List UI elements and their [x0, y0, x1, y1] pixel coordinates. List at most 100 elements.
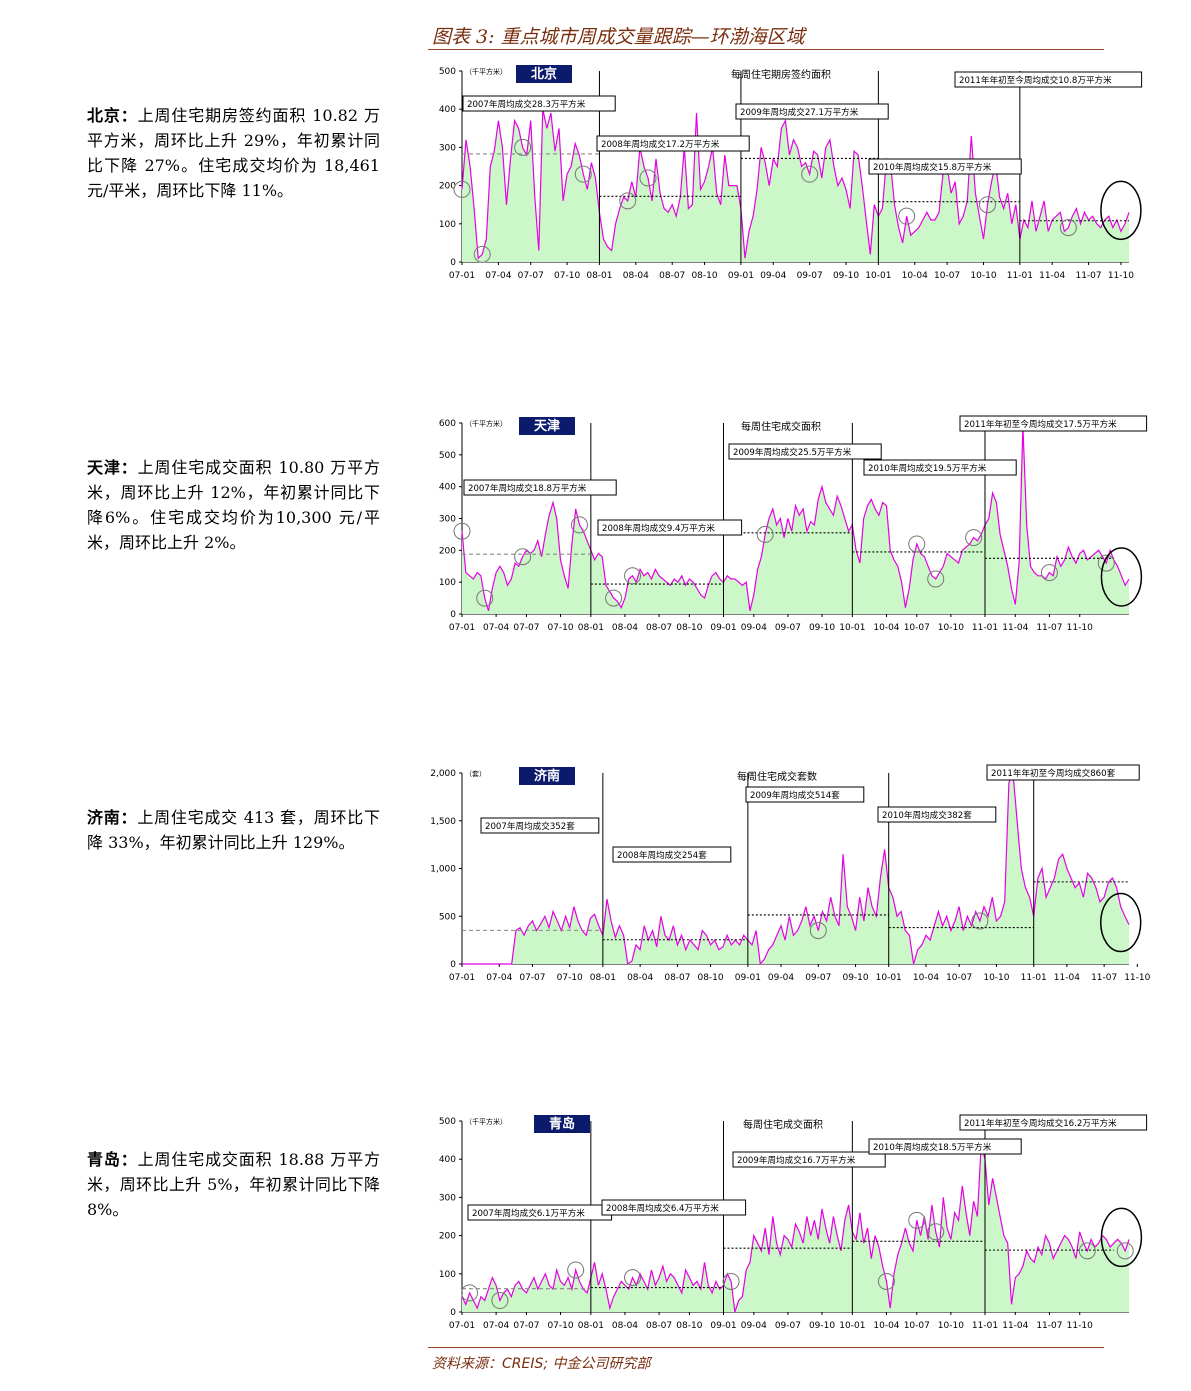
- y-tick-label: 400: [439, 1155, 456, 1165]
- trough-marker: [514, 548, 532, 566]
- y-unit-label: （套）: [465, 769, 486, 778]
- annotation-box: [959, 1114, 1148, 1131]
- x-tick-label: 09-04: [741, 623, 767, 633]
- x-tick-label: 11-07: [1075, 271, 1101, 281]
- series-line: [461, 426, 1130, 611]
- commentary-text: 上周住宅成交面积 10.80 万平方米，周环比上升 12%，年初累计同比下降6%…: [87, 458, 380, 552]
- trough-marker: [756, 525, 774, 543]
- annotation-box: [745, 786, 865, 803]
- x-tick-label: 07-10: [557, 973, 583, 983]
- city-title: 北京: [516, 65, 572, 83]
- x-tick-label: 10-04: [902, 271, 928, 281]
- commentary-tianjin: 天津：上周住宅成交面积 10.80 万平方米，周环比上升 12%，年初累计同比下…: [87, 455, 380, 555]
- x-tick-label: 11-10: [1067, 1321, 1093, 1331]
- x-tick-label: 09-10: [809, 623, 835, 633]
- annotation-box: [868, 1138, 1022, 1155]
- series-area: [462, 773, 1129, 964]
- trough-marker: [1078, 1242, 1096, 1260]
- latest-highlight: [1100, 547, 1143, 607]
- x-tick-label: 09-04: [760, 271, 786, 281]
- y-unit-label: （千平方米）: [465, 1117, 507, 1126]
- x-tick-label: 07-07: [513, 623, 539, 633]
- x-tick-label: 07-07: [519, 973, 545, 983]
- x-tick-label: 11-04: [1039, 271, 1065, 281]
- commentary-jinan: 济南：上周住宅成交 413 套，周环比下降 33%，年初累计同比上升 129%。: [87, 805, 380, 855]
- annotation-text: 2011年年初至今周均成交10.8万平方米: [959, 74, 1112, 86]
- annotation-text: 2011年年初至今周均成交16.2万平方米: [964, 1117, 1117, 1129]
- annotation-text: 2008年周均成交17.2万平方米: [601, 138, 720, 150]
- trough-marker: [619, 192, 637, 210]
- x-tick-label: 07-04: [486, 973, 512, 983]
- x-tick-label: 08-10: [676, 623, 702, 633]
- series-area: [462, 1143, 1129, 1312]
- y-tick-label: 0: [450, 258, 456, 268]
- x-tick-label: 09-04: [768, 973, 794, 983]
- annotation: 2007年周均成交28.3万平方米: [462, 95, 616, 112]
- y-tick-label: 300: [439, 1193, 456, 1203]
- x-tick-label: 11-04: [1002, 623, 1028, 633]
- x-tick-label: 11-07: [1091, 973, 1117, 983]
- trough-marker: [1059, 219, 1077, 237]
- annotation-text: 2010年周均成交18.5万平方米: [873, 1141, 992, 1153]
- y-tick-label: 500: [439, 451, 456, 461]
- chart-subtitle: 每周住宅成交面积: [741, 420, 821, 433]
- x-tick-label: 09-07: [775, 623, 801, 633]
- city-label: 青岛：: [87, 1150, 138, 1169]
- trough-marker: [722, 1272, 740, 1290]
- trough-marker: [453, 522, 471, 540]
- y-tick-label: 600: [439, 419, 456, 429]
- trough-marker: [639, 169, 657, 187]
- x-tick-label: 07-04: [483, 1321, 509, 1331]
- x-tick-label: 08-07: [646, 1321, 672, 1331]
- y-unit-label: （千平方米）: [465, 67, 507, 76]
- trough-marker: [1040, 564, 1058, 582]
- trough-marker: [624, 1269, 642, 1287]
- x-tick-label: 08-04: [627, 973, 653, 983]
- city-label: 天津：: [87, 458, 138, 477]
- trough-marker: [567, 1261, 585, 1279]
- x-tick-label: 07-01: [449, 271, 475, 281]
- y-tick-label: 400: [439, 105, 456, 115]
- annotation: 2010年周均成交19.5万平方米: [863, 459, 1017, 476]
- annotation: 2011年年初至今周均成交10.8万平方米: [954, 71, 1143, 88]
- annotation: 2011年年初至今周均成交16.2万平方米: [959, 1114, 1148, 1131]
- annotation-text: 2008年周均成交9.4万平方米: [602, 522, 715, 534]
- commentary-text: 上周住宅期房签约面积 10.82 万平方米，周环比上升 29%，年初累计同比下降…: [87, 106, 380, 200]
- city-title-text: 济南: [534, 768, 560, 784]
- bottom-rule: [428, 1347, 1104, 1348]
- x-tick-label: 10-07: [934, 271, 960, 281]
- x-tick-label: 09-10: [833, 271, 859, 281]
- chart-subtitle: 每周住宅成交套数: [737, 770, 817, 783]
- trough-marker: [927, 1223, 945, 1241]
- y-tick-label: 2,000: [430, 769, 456, 779]
- figure-title: 图表 3: 重点城市周成交量跟踪—环渤海区域: [432, 26, 805, 48]
- annotation-box: [596, 135, 750, 152]
- latest-highlight: [1100, 180, 1142, 241]
- x-tick-label: 08-10: [697, 973, 723, 983]
- top-rule: [428, 49, 1104, 50]
- annotation-text: 2010年周均成交382套: [882, 809, 972, 821]
- chart-beijing: 0 100 200 300 400 500 （千平方米） 07-01 07-04 07-07 07-…: [439, 65, 1143, 281]
- trough-marker: [801, 165, 819, 183]
- trough-marker: [908, 535, 926, 553]
- annotation: 2008年周均成交254套: [612, 846, 732, 863]
- city-title-text: 天津: [534, 418, 560, 434]
- x-tick-label: 09-10: [809, 1321, 835, 1331]
- annotation-box: [728, 443, 882, 460]
- x-tick-label: 10-10: [938, 623, 964, 633]
- x-tick-label: 07-10: [554, 271, 580, 281]
- annotation: 2010年周均成交15.8万平方米: [868, 158, 1022, 175]
- x-tick-label: 10-10: [983, 973, 1009, 983]
- x-tick-label: 09-07: [797, 271, 823, 281]
- latest-highlight: [1099, 892, 1142, 953]
- y-tick-label: 500: [439, 912, 456, 922]
- x-tick-label: 09-01: [735, 973, 761, 983]
- trough-marker: [927, 570, 945, 588]
- annotation-box: [463, 479, 617, 496]
- trough-marker: [1116, 1242, 1134, 1260]
- y-tick-label: 200: [439, 1232, 456, 1242]
- x-tick-label: 08-01: [590, 973, 616, 983]
- x-tick-label: 11-10: [1067, 623, 1093, 633]
- y-tick-label: 400: [439, 483, 456, 493]
- y-tick-label: 0: [450, 1308, 456, 1318]
